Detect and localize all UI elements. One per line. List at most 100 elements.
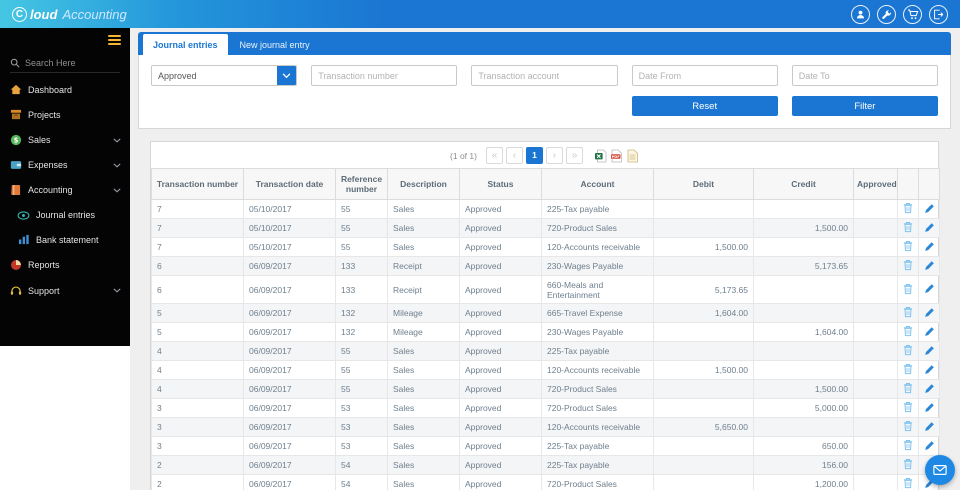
edit-row-button[interactable] — [918, 341, 940, 361]
date-from-input[interactable] — [631, 65, 778, 86]
edit-row-button[interactable] — [918, 256, 940, 276]
table-cell: 1,200.00 — [753, 474, 854, 490]
delete-row-button[interactable] — [897, 275, 919, 304]
sidebar-item-dashboard[interactable]: Dashboard — [0, 77, 130, 102]
delete-row-button[interactable] — [897, 417, 919, 437]
delete-row-button[interactable] — [897, 455, 919, 475]
search-input[interactable] — [25, 58, 120, 68]
edit-row-button[interactable] — [918, 379, 940, 399]
reports-icon — [9, 259, 22, 271]
table-cell: 720-Product Sales — [541, 398, 654, 418]
sidebar: Dashboard Projects $ Sales Expenses Accountin… — [0, 28, 130, 346]
search-icon — [10, 58, 20, 68]
table-cell — [853, 322, 898, 342]
delete-row-button[interactable] — [897, 474, 919, 490]
journal-table-body: 7 05/10/2017 55 Sales Approved 225-Tax payabl… — [151, 199, 940, 490]
bank-chart-icon — [17, 234, 30, 245]
edit-row-button[interactable] — [918, 322, 940, 342]
table-cell — [853, 199, 898, 219]
sidebar-item-sales[interactable]: $ Sales — [0, 127, 130, 153]
chevron-down-icon — [113, 138, 121, 143]
edit-row-button[interactable] — [918, 199, 940, 219]
table-cell: Approved — [459, 341, 542, 361]
delete-row-button[interactable] — [897, 379, 919, 399]
table-cell — [853, 237, 898, 257]
table-cell: 55 — [335, 218, 388, 238]
edit-row-button[interactable] — [918, 275, 940, 304]
table-cell — [653, 218, 754, 238]
filter-panel: Approved Reset Filter — [138, 55, 951, 129]
table-cell — [753, 237, 854, 257]
sidebar-item-bank-statement[interactable]: Bank statement — [0, 227, 130, 252]
next-page-button[interactable]: › — [545, 147, 563, 164]
edit-row-button[interactable] — [918, 417, 940, 437]
sidebar-item-label: Support — [28, 285, 60, 296]
last-page-button[interactable]: » — [565, 147, 583, 164]
delete-row-button[interactable] — [897, 341, 919, 361]
sidebar-item-accounting[interactable]: Accounting — [0, 177, 130, 203]
sidebar-item-journal-entries[interactable]: Journal entries — [0, 203, 130, 227]
table-cell: 230-Wages Payable — [541, 256, 654, 276]
table-cell: 120-Accounts receivable — [541, 360, 654, 380]
table-cell — [753, 303, 854, 323]
column-header: Account — [541, 168, 654, 200]
menu-toggle-button[interactable] — [108, 35, 121, 45]
prev-page-button[interactable]: ‹ — [505, 147, 523, 164]
edit-row-button[interactable] — [918, 218, 940, 238]
first-page-button[interactable]: « — [485, 147, 503, 164]
user-icon[interactable] — [851, 4, 870, 24]
edit-row-button[interactable] — [918, 398, 940, 418]
delete-row-button[interactable] — [897, 303, 919, 323]
tab-new-journal-entry[interactable]: New journal entry — [239, 39, 310, 50]
delete-row-button[interactable] — [897, 360, 919, 380]
edit-row-button[interactable] — [918, 237, 940, 257]
table-cell: 120-Accounts receivable — [541, 237, 654, 257]
delete-row-button[interactable] — [897, 218, 919, 238]
table-cell: 225-Tax payable — [541, 455, 654, 475]
cart-icon[interactable] — [903, 4, 922, 24]
export-csv-icon[interactable] — [626, 149, 639, 163]
table-cell — [853, 474, 898, 490]
filter-button[interactable]: Filter — [791, 96, 938, 116]
export-excel-icon[interactable] — [594, 149, 607, 163]
edit-row-button[interactable] — [918, 360, 940, 380]
status-filter-select[interactable]: Approved — [151, 65, 298, 86]
delete-row-button[interactable] — [897, 199, 919, 219]
chat-button[interactable] — [925, 455, 955, 485]
export-pdf-icon[interactable]: PDF — [610, 149, 623, 163]
table-cell: 55 — [335, 360, 388, 380]
transaction-number-input[interactable] — [311, 65, 458, 86]
table-cell: 06/09/2017 — [243, 341, 336, 361]
table-cell: 06/09/2017 — [243, 417, 336, 437]
table-cell: 53 — [335, 436, 388, 456]
page-number-button[interactable]: 1 — [525, 147, 543, 164]
table-cell: 05/10/2017 — [243, 237, 336, 257]
table-cell: 5,173.65 — [753, 256, 854, 276]
logout-icon[interactable] — [929, 4, 948, 24]
edit-row-button[interactable] — [918, 303, 940, 323]
wrench-icon[interactable] — [877, 4, 896, 24]
sales-icon: $ — [9, 134, 22, 146]
delete-row-button[interactable] — [897, 398, 919, 418]
chevron-down-icon — [113, 188, 121, 193]
delete-row-button[interactable] — [897, 256, 919, 276]
reset-button[interactable]: Reset — [631, 96, 778, 116]
transaction-account-input[interactable] — [471, 65, 618, 86]
sidebar-item-projects[interactable]: Projects — [0, 102, 130, 127]
journal-table-panel: (1 of 1) « ‹ 1 › » PDF — [150, 141, 940, 490]
tab-journal-entries[interactable]: Journal entries — [143, 34, 228, 55]
edit-row-button[interactable] — [918, 436, 940, 456]
sidebar-item-expenses[interactable]: Expenses — [0, 153, 130, 177]
sidebar-item-support[interactable]: Support — [0, 278, 130, 303]
date-to-input[interactable] — [791, 65, 938, 86]
delete-row-button[interactable] — [897, 322, 919, 342]
sidebar-item-reports[interactable]: Reports — [0, 252, 130, 278]
chevron-down-icon — [277, 66, 297, 85]
table-row: 6 06/09/2017 133 Receipt Approved 660-Meals a… — [151, 275, 940, 304]
expenses-icon — [9, 160, 22, 170]
delete-row-button[interactable] — [897, 237, 919, 257]
delete-row-button[interactable] — [897, 436, 919, 456]
paginator-summary: (1 of 1) — [450, 150, 477, 161]
table-cell: 132 — [335, 322, 388, 342]
